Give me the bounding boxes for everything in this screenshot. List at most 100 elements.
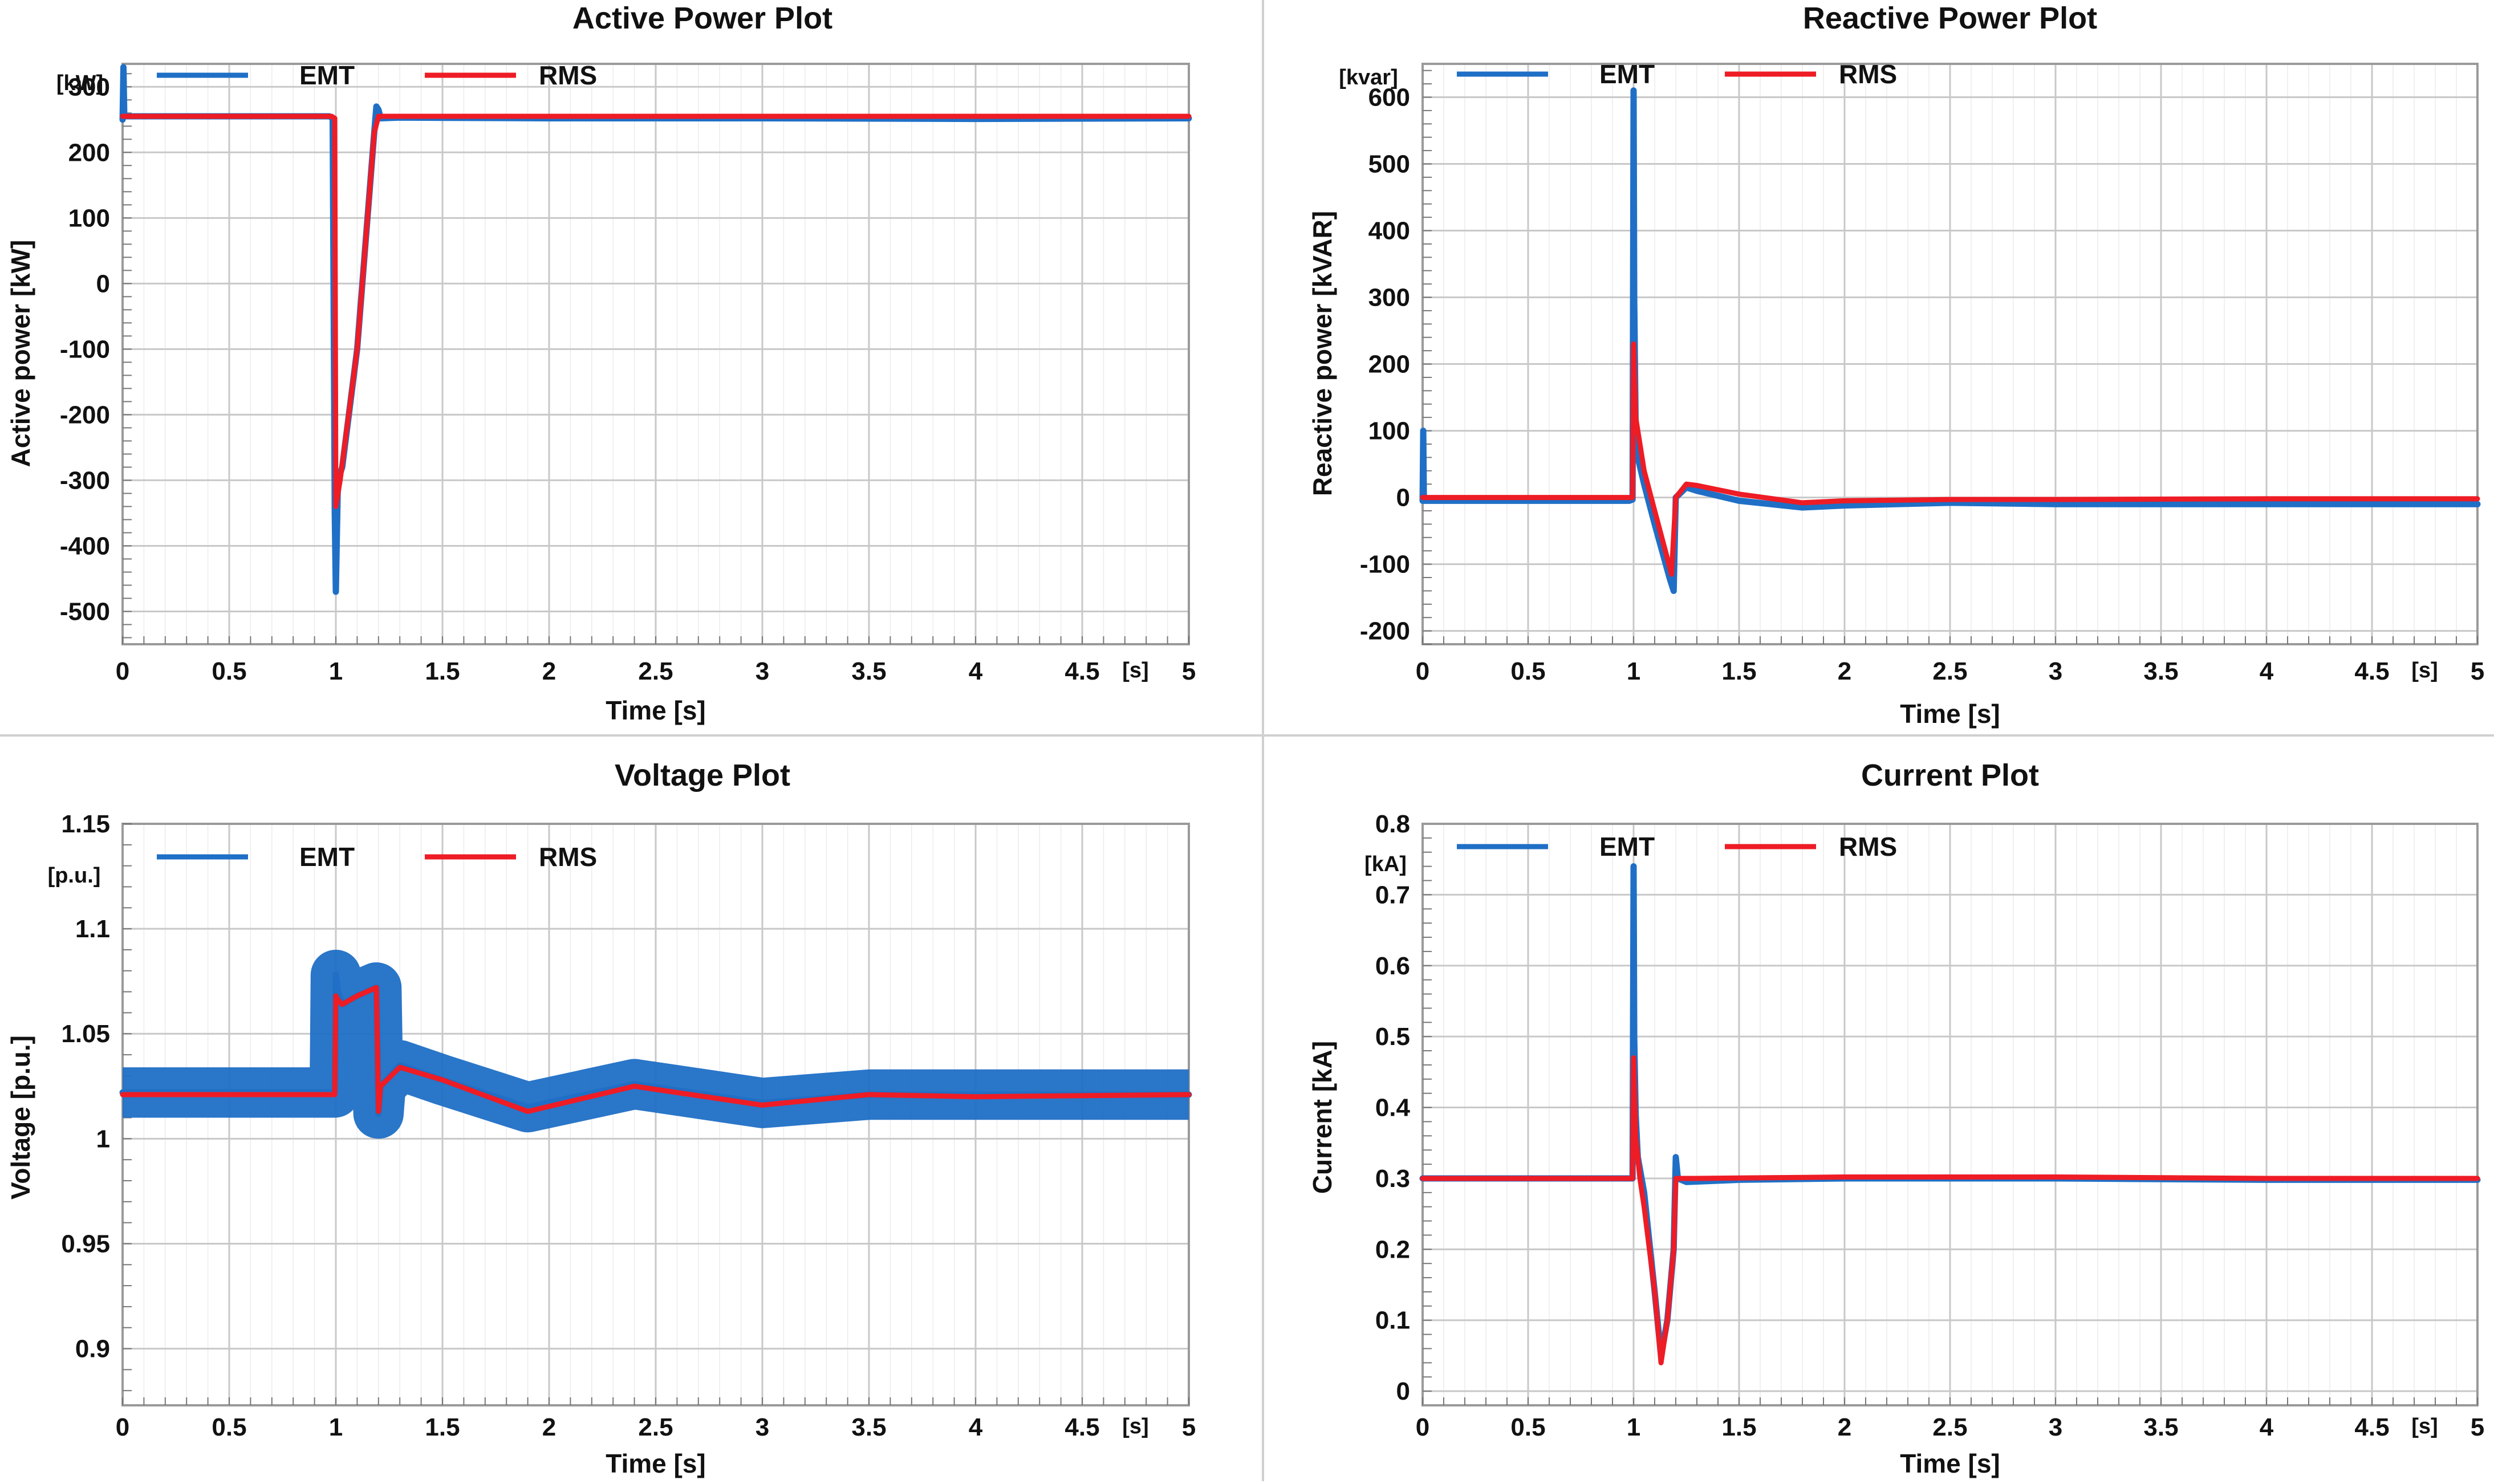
x-tick-label: 3.5 [851,657,886,685]
x-tick-label: 4 [2260,657,2274,685]
x-tick-label: 4 [969,1413,983,1441]
y-tick-label: 0.3 [1375,1165,1410,1193]
x-axis-title: Time [s] [1900,1449,2000,1478]
x-tick-label: 4.5 [1065,657,1099,685]
x-tick-label: 4.5 [2354,657,2389,685]
y-tick-label: -100 [1360,551,1410,579]
y-tick-label: 400 [1368,217,1410,245]
x-axis-title: Time [s] [606,696,706,725]
x-tick-label: 5 [2471,1413,2484,1441]
y-tick-label: 0.2 [1375,1235,1410,1263]
x-unit-label: [s] [2411,658,2438,682]
legend-label-emt: EMT [299,842,355,872]
x-tick-label: 2 [542,1413,556,1441]
chart-title: Voltage Plot [615,758,790,792]
x-tick-label: 0.5 [1510,1413,1545,1441]
legend-label-rms: RMS [1839,832,1897,861]
x-unit-label: [s] [1122,658,1148,682]
x-tick-label: 1 [329,657,343,685]
x-tick-label: 0 [116,1413,129,1441]
x-tick-label: 1 [1627,657,1640,685]
y-tick-label: 300 [1368,284,1410,312]
y-tick-label: 0.8 [1375,810,1410,838]
legend-label-rms: RMS [539,60,597,90]
y-tick-label: 0 [1396,1377,1410,1405]
x-tick-label: 4.5 [1065,1413,1099,1441]
y-tick-label: -100 [60,335,110,363]
y-tick-label: -400 [60,532,110,560]
x-tick-label: 2.5 [1932,1413,1967,1441]
y-tick-label: 0.7 [1375,881,1410,909]
x-tick-label: 1.5 [425,657,460,685]
x-tick-label: 4.5 [2354,1413,2389,1441]
legend-label-emt: EMT [299,60,355,90]
y-tick-label: 0.9 [75,1335,110,1363]
x-tick-label: 4 [969,657,983,685]
x-tick-label: 3 [755,1413,769,1441]
y-tick-label: 100 [68,204,110,232]
x-tick-label: 1 [329,1413,343,1441]
x-tick-label: 0 [116,657,129,685]
series-line-rms [120,985,1192,1114]
x-tick-label: 5 [2471,657,2484,685]
x-tick-label: 2 [542,657,556,685]
x-tick-label: 0.5 [212,657,246,685]
chart-title: Reactive Power Plot [1803,1,2097,35]
x-tick-label: 2.5 [638,1413,673,1441]
y-tick-label: 1.1 [75,915,110,943]
y-tick-label: -300 [60,466,110,494]
x-tick-label: 2.5 [638,657,673,685]
y-unit-label: [p.u.] [48,864,101,888]
series-line-rms [1420,1055,2480,1365]
y-tick-label: -500 [60,597,110,625]
y-tick-label: 0 [1396,484,1410,512]
x-tick-label: 2 [1838,1413,1851,1441]
y-unit-label: [kA] [1364,852,1407,876]
y-tick-label: 1 [96,1125,110,1153]
y-axis-title: Active power [kW] [6,240,35,467]
chart-title: Active Power Plot [572,1,832,35]
x-tick-label: 1.5 [425,1413,460,1441]
chart-title: Current Plot [1861,758,2039,792]
legend-label-emt: EMT [1599,832,1655,861]
chart-voltage: 1.15 1.1 1.05 1 0.95 0.9 0 0.5 1 1.5 2 2.5 3 3.5 4 4.5 5… [6,758,1196,1478]
x-tick-label: 0 [1416,657,1429,685]
y-unit-label: [kW] [56,71,103,95]
x-tick-label: 3.5 [2143,657,2178,685]
x-tick-label: 3 [2049,1413,2062,1441]
y-axis-title: Current [kA] [1307,1041,1337,1194]
x-unit-label: [s] [2411,1414,2438,1438]
series-line-rms [120,113,1192,509]
legend-label-rms: RMS [539,842,597,872]
y-tick-label: 500 [1368,151,1410,178]
x-tick-label: 3.5 [851,1413,886,1441]
x-tick-label: 2.5 [1932,657,1967,685]
y-tick-label: -200 [60,401,110,429]
x-axis-title: Time [s] [1900,699,2000,729]
x-unit-label: [s] [1122,1414,1148,1438]
y-axis-title: Reactive power [kVAR] [1307,211,1337,496]
x-tick-label: 0.5 [212,1413,246,1441]
x-tick-label: 3 [2049,657,2062,685]
x-tick-label: 3 [755,657,769,685]
y-tick-label: 0.6 [1375,952,1410,980]
x-tick-label: 3.5 [2143,1413,2178,1441]
x-tick-label: 1.5 [1721,1413,1756,1441]
y-tick-label: 300 [68,73,110,101]
x-tick-label: 4 [2260,1413,2274,1441]
y-tick-label: 0 [96,270,110,298]
chart-active: 300 200 100 0 -100 -200 -300 -400 -500 0 0.5 1 1.5 2 2… [6,1,1196,725]
y-tick-label: 600 [1368,84,1410,112]
y-unit-label: [kvar] [1339,66,1398,90]
x-axis-title: Time [s] [606,1449,706,1478]
legend-label-emt: EMT [1599,59,1655,89]
y-tick-label: -200 [1360,617,1410,645]
x-tick-label: 5 [1182,657,1196,685]
x-tick-label: 5 [1182,1413,1196,1441]
y-tick-label: 0.95 [61,1230,110,1258]
series-line-rms [1420,341,2480,577]
x-tick-label: 1 [1627,1413,1640,1441]
